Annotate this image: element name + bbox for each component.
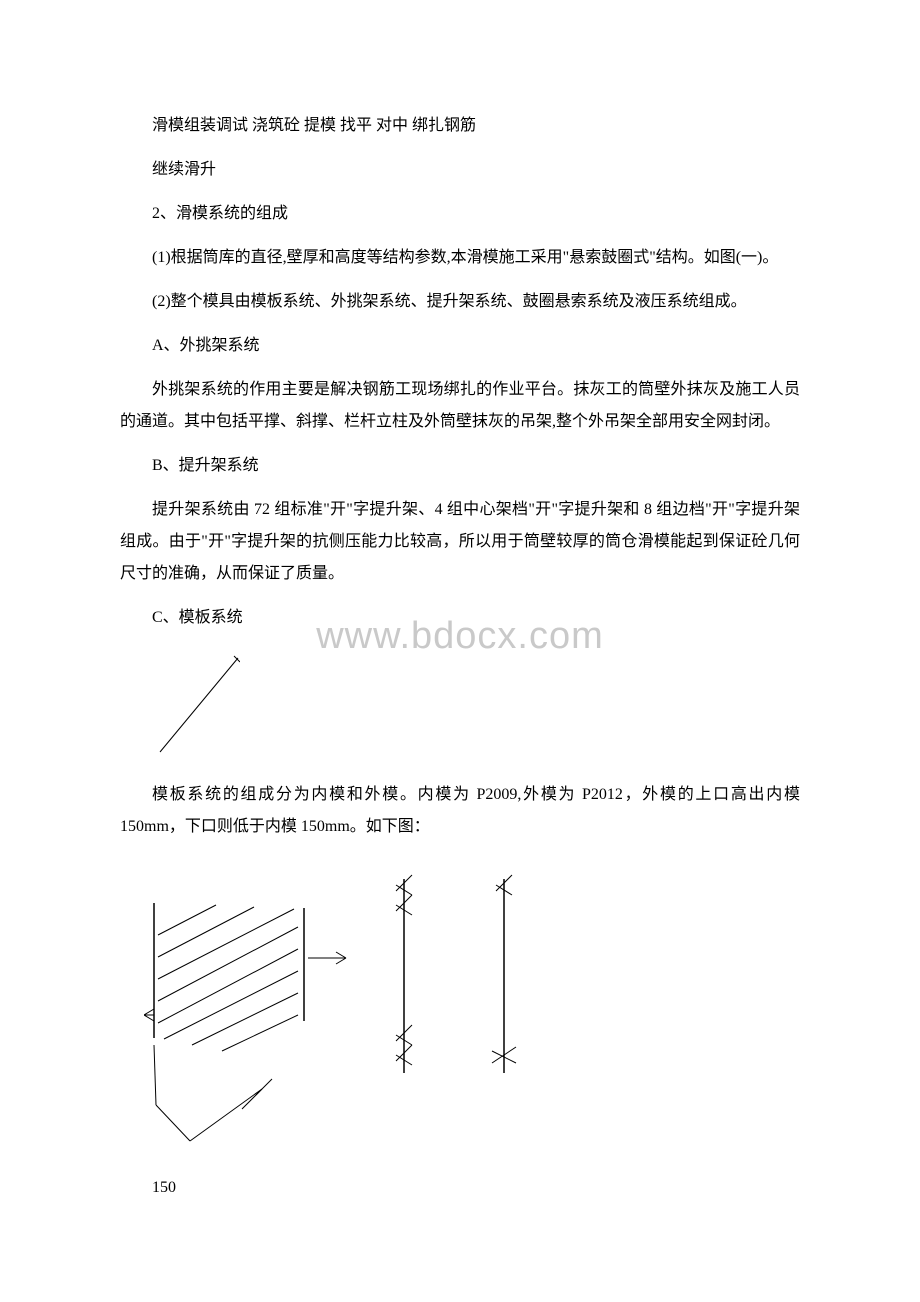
figure-1-container xyxy=(120,646,800,779)
paragraph-7: 外挑架系统的作用主要是解决钢筋工现场绑扎的作业平台。抹灰工的筒壁外抹灰及施工人员… xyxy=(120,374,800,438)
paragraph-1: 滑模组装调试 浇筑砼 提模 找平 对中 绑扎钢筋 xyxy=(120,110,800,142)
paragraph-4: (1)根据筒库的直径,壁厚和高度等结构参数,本滑模施工采用"悬索鼓圈式"结构。如… xyxy=(120,242,800,274)
document-body: 滑模组装调试 浇筑砼 提模 找平 对中 绑扎钢筋 继续滑升 2、滑模系统的组成 … xyxy=(0,0,920,1204)
paragraph-9: 提升架系统由 72 组标准"开"字提升架、4 组中心架档"开"字提升架和 8 组… xyxy=(120,494,800,590)
figure-1-sketch xyxy=(150,654,240,754)
figure-2-sketch xyxy=(144,863,544,1163)
paragraph-6: A、外挑架系统 xyxy=(120,330,800,362)
paragraph-2: 继续滑升 xyxy=(120,154,800,186)
figure-2-container xyxy=(120,855,800,1172)
paragraph-3: 2、滑模系统的组成 xyxy=(120,198,800,230)
paragraph-11: 模板系统的组成分为内模和外模。内模为 P2009,外模为 P2012，外模的上口… xyxy=(120,779,800,843)
paragraph-8: B、提升架系统 xyxy=(120,450,800,482)
paragraph-12: 150 xyxy=(120,1172,800,1204)
paragraph-5: (2)整个模具由模板系统、外挑架系统、提升架系统、鼓圈悬索系统及液压系统组成。 xyxy=(120,286,800,318)
paragraph-10: C、模板系统 xyxy=(120,602,800,634)
